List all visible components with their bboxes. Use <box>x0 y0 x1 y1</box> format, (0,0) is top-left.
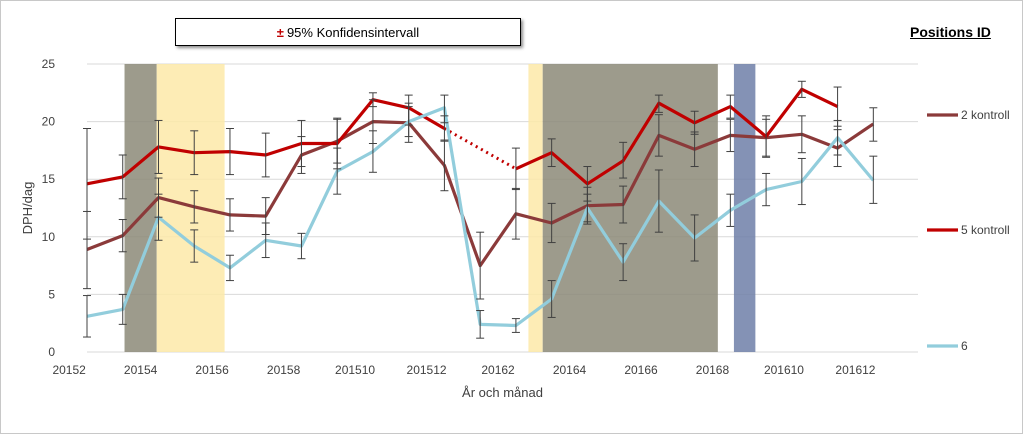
x-tick-label: 201610 <box>764 363 804 377</box>
series-line-5-kontroll <box>515 87 839 186</box>
y-tick-label: 5 <box>48 287 55 301</box>
y-tick-label: 10 <box>42 230 56 244</box>
x-tick-label: 20154 <box>124 363 158 377</box>
x-tick-label: 20168 <box>696 363 730 377</box>
x-tick-label: 201512 <box>407 363 447 377</box>
legend-label-2-kontroll: 2 kontroll <box>961 108 1010 122</box>
confidence-interval-text: 95% Konfidensintervall <box>286 24 420 40</box>
legend: 2 kontroll 5 kontroll 6 <box>927 108 1010 353</box>
shaded-period-2 <box>156 64 225 352</box>
y-tick-labels: 0 5 10 15 20 25 <box>42 57 56 359</box>
y-tick-label: 25 <box>42 57 56 71</box>
x-tick-label: 20158 <box>267 363 301 377</box>
x-axis-title: År och månad <box>462 385 543 400</box>
gridlines <box>87 63 918 353</box>
y-axis-title: DPH/dag <box>20 182 35 235</box>
y-tick-label: 20 <box>42 115 56 129</box>
x-tick-label: 20164 <box>553 363 587 377</box>
x-tick-label: 201612 <box>835 363 875 377</box>
series-line-5-kontroll-dotted <box>443 127 517 171</box>
confidence-interval-label: ± 95% Konfidensintervall <box>175 18 521 46</box>
shaded-periods <box>124 64 756 352</box>
legend-label-5-kontroll: 5 kontroll <box>961 223 1010 237</box>
error-bars <box>83 80 878 339</box>
legend-label-6: 6 <box>961 339 968 353</box>
y-tick-label: 15 <box>42 172 56 186</box>
shaded-period-4 <box>542 64 718 352</box>
x-tick-label: 20162 <box>481 363 515 377</box>
x-tick-label: 20152 <box>52 363 86 377</box>
legend-title: Positions ID <box>910 24 991 40</box>
x-tick-label: 20156 <box>195 363 229 377</box>
y-tick-label: 0 <box>48 345 55 359</box>
x-tick-labels: 20152 20154 20156 20158 201510 201512 20162 201… <box>52 363 875 377</box>
shaded-period-1 <box>124 64 157 352</box>
shaded-period-3 <box>528 64 543 352</box>
x-tick-label: 201510 <box>335 363 375 377</box>
x-tick-label: 20166 <box>624 363 658 377</box>
plus-minus-symbol: ± <box>276 24 284 40</box>
